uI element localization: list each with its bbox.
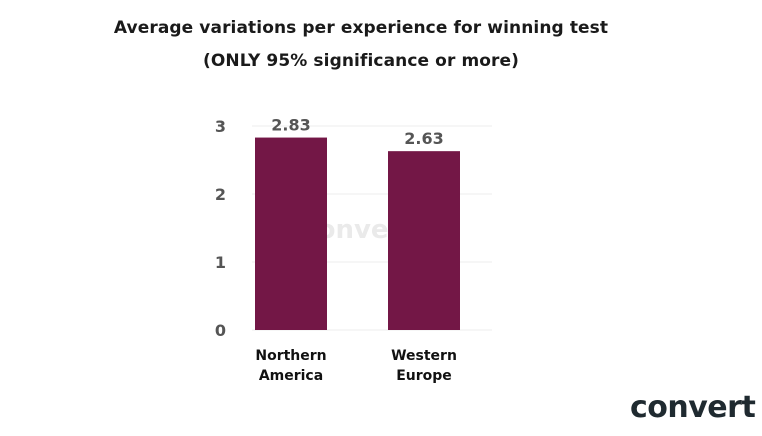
y-tick-label: 0 [215, 321, 226, 340]
x-tick-label: Northern [255, 348, 326, 364]
data-label: 2.83 [271, 116, 310, 135]
chart-subtitle: (ONLY 95% significance or more) [202, 51, 520, 71]
x-tick-label: Europe [396, 368, 452, 384]
chart-title: Average variations per experience for wi… [113, 18, 609, 38]
y-tick-label: 1 [215, 253, 226, 272]
convert-logo: convert [630, 390, 756, 425]
bar [388, 151, 460, 330]
bars [255, 137, 460, 330]
x-tick-label: Western [391, 348, 457, 364]
y-tick-label: 3 [215, 117, 226, 136]
data-label: 2.63 [404, 129, 443, 148]
data-labels: 2.83 2.63 [271, 116, 443, 149]
x-tick-label: America [259, 368, 323, 384]
bar [255, 137, 327, 330]
y-axis: 0 1 2 3 [215, 117, 226, 340]
x-axis: Northern America Western Europe [255, 348, 457, 384]
y-tick-label: 2 [215, 185, 226, 204]
